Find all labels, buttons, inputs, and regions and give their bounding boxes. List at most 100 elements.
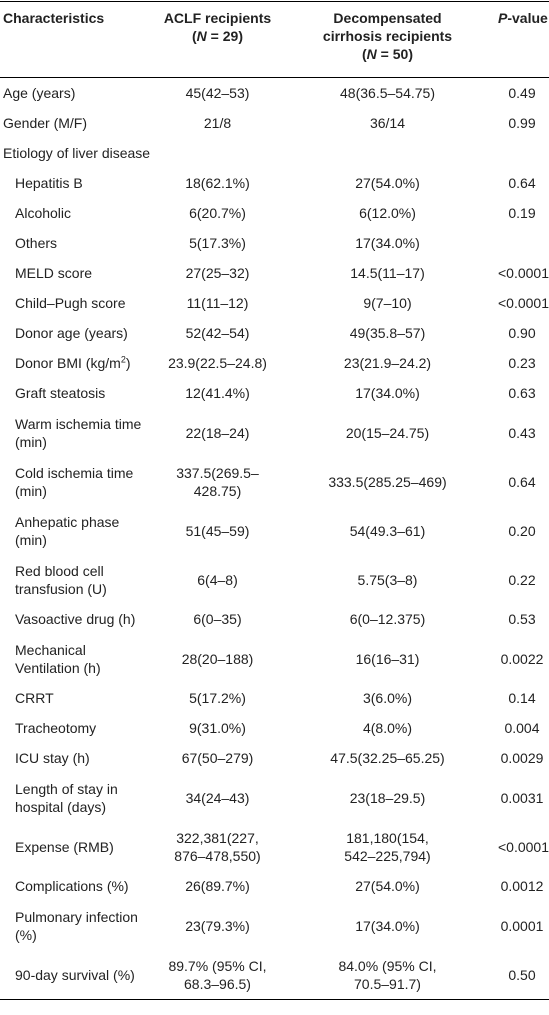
table-row: Mechanical Ventilation (h) 28(20–188) 16(16… xyxy=(0,634,549,683)
data-cell: 17(34.0%) xyxy=(280,228,495,258)
text-segment: -value xyxy=(507,10,548,26)
cell-line: 36/14 xyxy=(369,115,406,131)
cell-line: 17(34.0%) xyxy=(355,235,420,251)
data-cell: 12(41.4%) xyxy=(155,378,280,408)
data-cell: 9(31.0%) xyxy=(155,713,280,743)
data-cell: 6(12.0%) xyxy=(280,198,495,228)
data-cell: 84.0% (95% CI, 70.5–91.7) xyxy=(280,950,495,1000)
cell-line: 6(4–8) xyxy=(197,571,238,588)
row-label: ICU stay (h) xyxy=(0,743,155,773)
cell-line: 27(54.0%) xyxy=(355,878,420,894)
row-label: Others xyxy=(0,228,155,258)
cell-line: 0.49 xyxy=(508,85,536,101)
data-cell xyxy=(495,138,549,168)
cell-line: (N = 50) xyxy=(283,45,492,63)
cell-line: 0.53 xyxy=(508,611,536,627)
row-label: Child–Pugh score xyxy=(0,288,155,318)
text-segment: = 50) xyxy=(376,46,413,62)
cell-line: Ventilation (h) xyxy=(15,659,101,676)
table-row: Age (years) 45(42–53) 48(36.5–54.75) 0.49 xyxy=(0,78,549,109)
data-cell: 27(54.0%) xyxy=(280,168,495,198)
cell-line: Cold ischemia time xyxy=(15,464,134,481)
cell-line: 14.5(11–17) xyxy=(350,265,425,281)
table-row: Expense (RMB) 322,381(227, 876–478,550) 181… xyxy=(0,822,549,871)
cell-line: 4(8.0%) xyxy=(362,720,413,736)
cell-line: Donor BMI (kg/m2) xyxy=(15,354,152,372)
data-cell: 28(20–188) xyxy=(155,634,280,683)
row-label: Donor BMI (kg/m2) xyxy=(0,348,155,378)
row-label: Expense (RMB) xyxy=(0,822,155,871)
cell-line: 0.99 xyxy=(508,115,536,131)
cell-line: Child–Pugh score xyxy=(15,295,126,311)
cell-line: 16(16–31) xyxy=(355,650,420,667)
cell-line: 0.0022 xyxy=(500,650,544,667)
cell-line: <0.0001 xyxy=(498,838,549,855)
cell-line: 0.43 xyxy=(508,424,536,441)
cell-line: 0.22 xyxy=(508,571,536,588)
cell-line: 27(54.0%) xyxy=(355,175,420,191)
table-row: Gender (M/F) 21/8 36/14 0.99 xyxy=(0,108,549,138)
cell-line: 26(89.7%) xyxy=(185,878,250,894)
row-label: MELD score xyxy=(0,258,155,288)
cell-line: Vasoactive drug (h) xyxy=(15,611,136,627)
data-cell: <0.0001 xyxy=(495,288,549,318)
cell-line: 0.20 xyxy=(508,522,536,539)
data-cell: 51(45–59) xyxy=(155,506,280,555)
row-label: Cold ischemia time (min) xyxy=(0,457,155,506)
cell-line: Mechanical xyxy=(15,641,86,658)
cell-line: 6(0–35) xyxy=(193,611,242,627)
row-label: 90-day survival (%) xyxy=(0,950,155,1000)
cell-line: (%) xyxy=(15,926,37,943)
cell-line: 0.23 xyxy=(508,355,536,371)
cell-line: Expense (RMB) xyxy=(15,838,114,855)
row-label: Mechanical Ventilation (h) xyxy=(0,634,155,683)
row-label: Red blood cell transfusion (U) xyxy=(0,555,155,604)
cell-line: 6(0–12.375) xyxy=(349,611,426,627)
table-row: Donor age (years) 52(42–54) 49(35.8–57) 0.9… xyxy=(0,318,549,348)
table-row: Anhepatic phase (min) 51(45–59) 54(49.3–61)… xyxy=(0,506,549,555)
data-cell: 26(89.7%) xyxy=(155,871,280,901)
data-cell: 337.5(269.5– 428.75) xyxy=(155,457,280,506)
data-cell: 0.64 xyxy=(495,457,549,506)
data-cell: 0.63 xyxy=(495,378,549,408)
cell-line: 5.75(3–8) xyxy=(357,571,418,588)
text-segment: ) xyxy=(125,355,131,371)
cell-line: P-value xyxy=(498,9,548,27)
cell-line: (min) xyxy=(15,531,47,548)
cell-line: 876–478,550) xyxy=(174,847,261,864)
data-cell: 18(62.1%) xyxy=(155,168,280,198)
data-cell: 0.20 xyxy=(495,506,549,555)
cell-line: 0.63 xyxy=(508,385,536,401)
cell-line: 17(34.0%) xyxy=(355,385,420,401)
data-cell: 6(0–35) xyxy=(155,604,280,634)
table-row: Pulmonary infection (%) 23(79.3%) 17(34.0%)… xyxy=(0,901,549,950)
cell-line: (N = 29) xyxy=(158,27,277,45)
cell-line: 45(42–53) xyxy=(185,85,250,101)
cell-line: 9(7–10) xyxy=(363,295,412,311)
cell-line: 23(18–29.5) xyxy=(349,789,426,806)
cell-line: 89.7% (95% CI, xyxy=(168,957,267,974)
header-cell: Decompensated cirrhosis recipients (N = 50… xyxy=(280,1,495,78)
cell-line: 48(36.5–54.75) xyxy=(340,85,435,101)
row-label: Vasoactive drug (h) xyxy=(0,604,155,634)
data-cell: <0.0001 xyxy=(495,822,549,871)
cell-line: 67(50–279) xyxy=(181,750,254,766)
data-cell: 67(50–279) xyxy=(155,743,280,773)
cell-line: 6(20.7%) xyxy=(189,205,246,221)
cell-line: 70.5–91.7) xyxy=(354,975,421,992)
header-row: Characteristics ACLF recipients (N = 29) De… xyxy=(0,1,549,78)
cell-line: 0.0029 xyxy=(500,750,544,766)
cell-line: 47.5(32.25–65.25) xyxy=(330,750,445,766)
cell-line: 0.0031 xyxy=(500,789,544,806)
row-label: CRRT xyxy=(0,683,155,713)
cell-line: 0.90 xyxy=(508,325,536,341)
data-cell: 0.0029 xyxy=(495,743,549,773)
data-cell: 9(7–10) xyxy=(280,288,495,318)
cell-line: 52(42–54) xyxy=(185,325,250,341)
cell-line: Tracheotomy xyxy=(15,720,97,736)
cell-line: 90-day survival (%) xyxy=(15,966,135,983)
cell-line: 0.0001 xyxy=(500,917,544,934)
data-cell: 0.0031 xyxy=(495,773,549,822)
table-row: Donor BMI (kg/m2) 23.9(22.5–24.8) 23(21.9–… xyxy=(0,348,549,378)
